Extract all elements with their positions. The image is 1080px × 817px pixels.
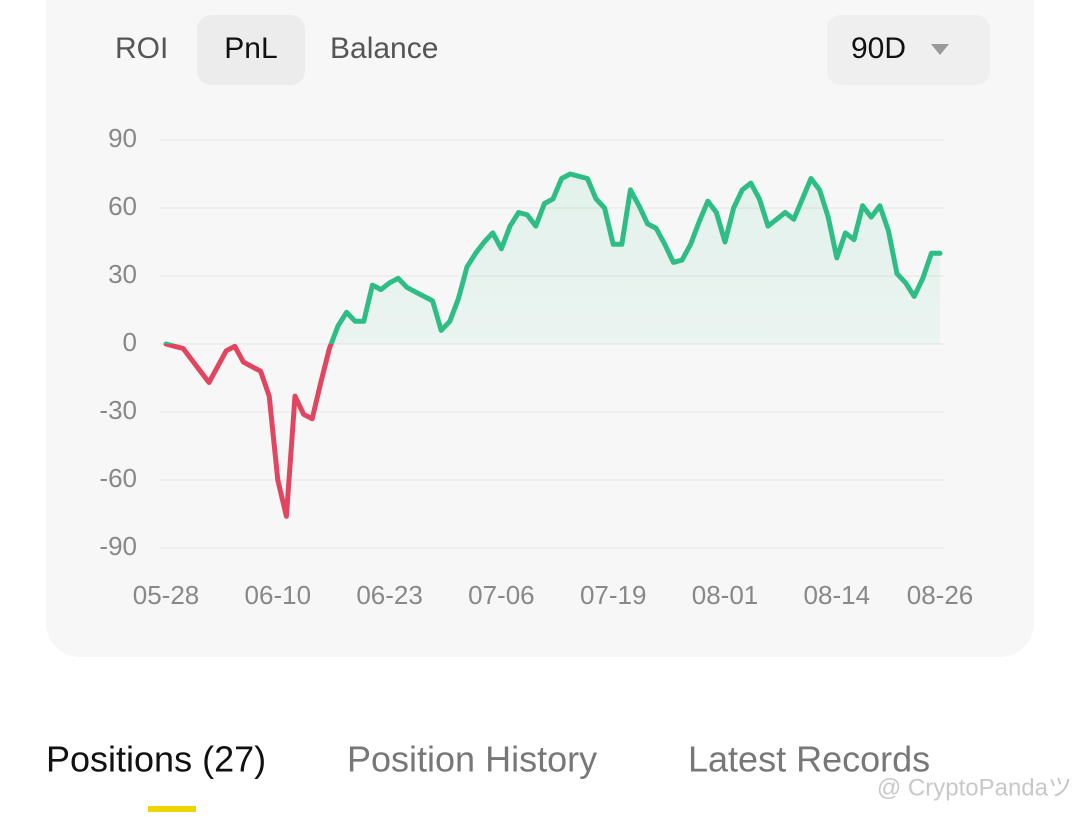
active-tab-indicator bbox=[148, 806, 196, 812]
y-tick-label: -90 bbox=[99, 531, 137, 561]
chart: -90 -60 -30 0 30 60 90 05-28 06-10 06-23 07-06 07-1… bbox=[99, 123, 973, 610]
tab-position-history[interactable]: Position History bbox=[347, 739, 597, 780]
x-tick-label: 05-28 bbox=[133, 580, 200, 610]
tab-selected-bg bbox=[197, 15, 305, 85]
y-tick-label: -30 bbox=[99, 395, 137, 425]
period-label[interactable]: 90D bbox=[851, 32, 906, 65]
tab-positions[interactable]: Positions (27) bbox=[46, 739, 266, 780]
tab-balance[interactable]: Balance bbox=[330, 32, 438, 65]
y-tick-label: 0 bbox=[123, 327, 137, 357]
x-tick-label: 08-26 bbox=[907, 580, 974, 610]
y-tick-label: 30 bbox=[108, 259, 137, 289]
x-tick-label: 06-23 bbox=[356, 580, 423, 610]
dropdown-arrow bbox=[931, 44, 949, 55]
area bbox=[166, 174, 940, 344]
tab-pnl[interactable]: PnL bbox=[224, 32, 277, 65]
pnl-line bbox=[163, 171, 943, 519]
y-tick-label: -60 bbox=[99, 463, 137, 493]
y-tick-label: 90 bbox=[108, 123, 137, 153]
x-tick-label: 06-10 bbox=[245, 580, 312, 610]
y-tick-label: 60 bbox=[108, 191, 137, 221]
period-selector[interactable] bbox=[827, 15, 990, 85]
tab-latest-records[interactable]: Latest Records bbox=[688, 739, 930, 780]
watermark: @ CryptoPandaツ bbox=[877, 774, 1072, 801]
x-tick-label: 08-14 bbox=[804, 580, 871, 610]
tab-roi[interactable]: ROI bbox=[115, 32, 168, 65]
x-tick-label: 07-06 bbox=[468, 580, 535, 610]
x-tick-label: 08-01 bbox=[692, 580, 759, 610]
x-tick-label: 07-19 bbox=[580, 580, 647, 610]
